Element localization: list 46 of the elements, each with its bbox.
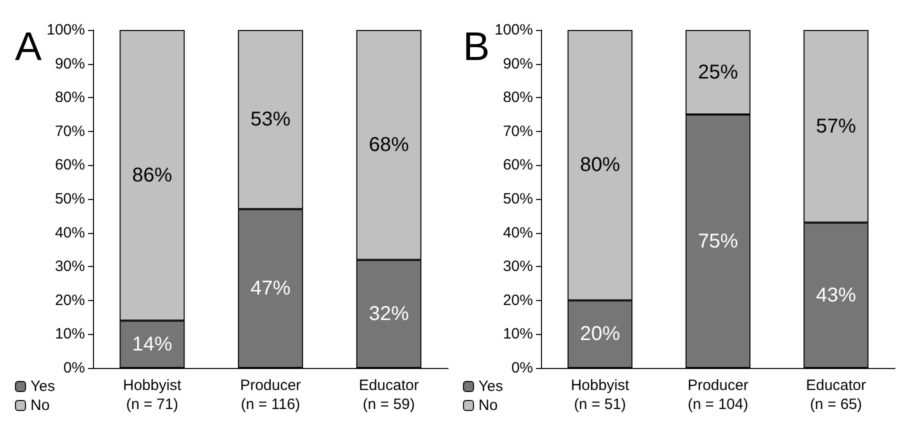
legend-label: Yes xyxy=(478,378,503,395)
data-label: 68% xyxy=(368,134,410,156)
y-tick-label: 50% xyxy=(502,190,533,208)
data-label: 53% xyxy=(250,108,291,131)
y-tick-label: 90% xyxy=(54,55,85,72)
data-label: 57% xyxy=(816,115,856,138)
y-tick-label: 0% xyxy=(63,360,85,376)
y-tick-label: 30% xyxy=(54,258,85,276)
y-tick-label: 80% xyxy=(502,89,533,106)
y-tick-label: 60% xyxy=(502,156,533,174)
y-tick-label: 90% xyxy=(502,55,533,72)
data-label: 86% xyxy=(132,164,172,186)
y-tick-label: 0% xyxy=(511,360,533,376)
data-label: 25% xyxy=(698,61,738,84)
y-tick-label: 100% xyxy=(494,22,533,38)
y-tick-label: 50% xyxy=(54,190,85,208)
chart-title: B xyxy=(463,25,490,69)
y-tick-label: 60% xyxy=(54,156,85,174)
y-tick-label: 10% xyxy=(502,326,533,343)
y-tick-label: 20% xyxy=(54,292,85,309)
data-label: 20% xyxy=(580,323,620,346)
data-label: 47% xyxy=(250,278,291,300)
x-tick-label: Producer (n = 104) xyxy=(688,377,748,413)
x-tick-label: Hobbyist (n = 71) xyxy=(122,377,182,413)
data-label: 43% xyxy=(816,284,856,306)
data-label: 32% xyxy=(368,302,410,325)
y-tick-label: 100% xyxy=(46,22,85,38)
y-tick-label: 40% xyxy=(54,224,85,242)
y-tick-label: 30% xyxy=(502,258,533,276)
x-tick-label: Producer (n = 116) xyxy=(240,377,301,413)
y-tick-label: 10% xyxy=(54,326,85,343)
legend-label: No xyxy=(30,397,50,414)
y-tick-label: 70% xyxy=(54,122,85,140)
y-tick-label: 80% xyxy=(54,89,85,106)
x-tick-label: Educator (n = 65) xyxy=(806,377,866,413)
data-label: 80% xyxy=(580,154,620,176)
y-tick-label: 20% xyxy=(502,292,533,309)
data-label: 14% xyxy=(132,333,172,356)
y-tick-label: 40% xyxy=(502,224,533,242)
legend-label: Yes xyxy=(30,378,55,395)
x-tick-label: Hobbyist (n = 51) xyxy=(570,377,630,413)
data-label: 75% xyxy=(698,230,738,252)
legend-label: No xyxy=(478,397,498,414)
x-tick-label: Educator (n = 59) xyxy=(358,377,419,413)
chart-title: A xyxy=(15,25,42,69)
y-tick-label: 70% xyxy=(502,122,533,140)
